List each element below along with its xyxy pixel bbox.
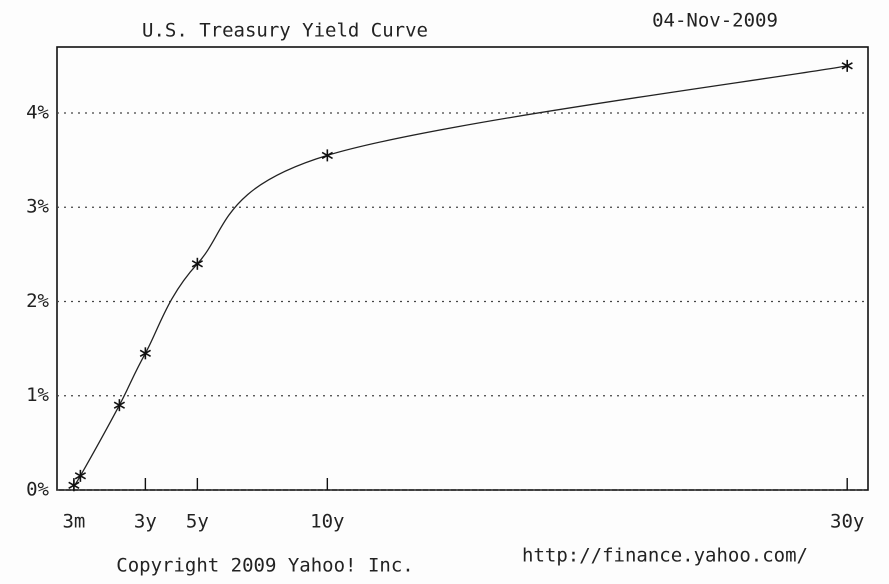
x-tick-label: 10y	[310, 511, 344, 533]
data-point	[113, 399, 126, 412]
star-stroke	[68, 481, 80, 489]
star-stroke	[139, 349, 151, 358]
data-point	[139, 347, 151, 360]
star-stroke	[841, 62, 853, 70]
y-tick-label: 4%	[26, 101, 49, 123]
chart-title: U.S. Treasury Yield Curve	[142, 20, 428, 42]
data-point	[68, 479, 80, 492]
star-stroke	[113, 401, 126, 409]
star-stroke	[321, 151, 333, 160]
data-point	[841, 59, 853, 72]
star-stroke	[74, 472, 87, 480]
star-stroke	[191, 260, 203, 268]
y-tick-label: 0%	[26, 479, 49, 501]
x-tick-label: 3m	[62, 511, 85, 533]
source-url: http://finance.yahoo.com/	[522, 545, 808, 567]
copyright: Copyright 2009 Yahoo! Inc.	[116, 555, 413, 577]
plot-frame	[56, 46, 869, 491]
data-point	[74, 469, 87, 482]
y-tick-label: 2%	[26, 290, 49, 312]
x-tick-label: 5y	[186, 511, 209, 533]
y-tick-label: 3%	[26, 196, 49, 218]
x-tick-label: 30y	[830, 511, 864, 533]
yield-curve	[73, 65, 848, 486]
chart-date: 04-Nov-2009	[652, 10, 778, 32]
x-tick-label: 3y	[134, 511, 157, 533]
y-tick-label: 1%	[26, 384, 49, 406]
data-point	[191, 257, 203, 270]
data-point	[321, 149, 333, 162]
